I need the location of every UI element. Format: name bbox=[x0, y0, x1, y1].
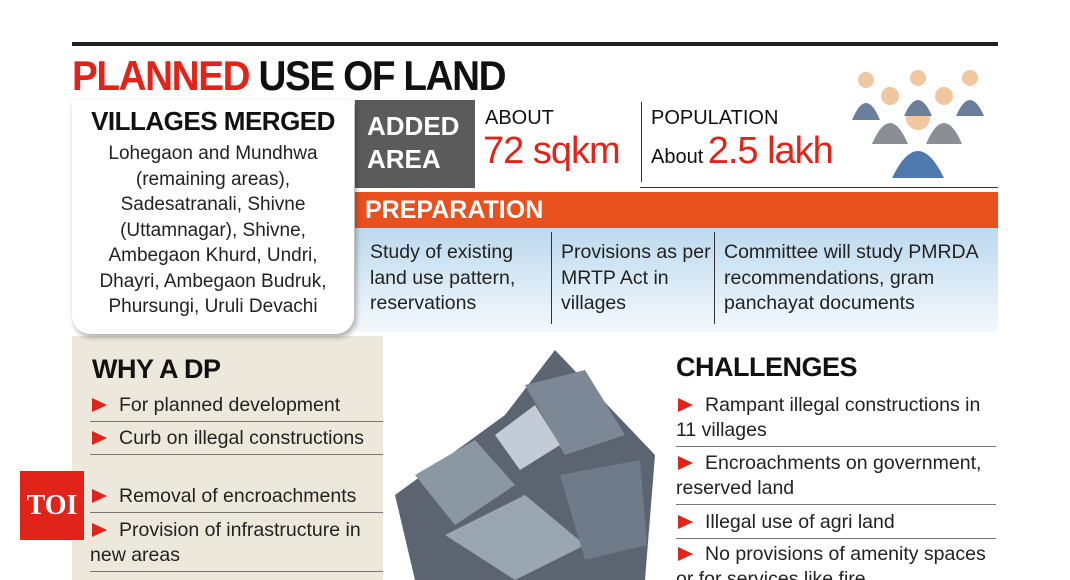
arrow-icon bbox=[92, 431, 107, 445]
item-text: Illegal use of agri land bbox=[705, 511, 895, 533]
logo: TOI bbox=[20, 471, 84, 540]
added-area-label: ADDED AREA bbox=[355, 100, 475, 188]
villages-list: Lohegaon and Mundhwa (remaining areas), Sa… bbox=[72, 141, 354, 320]
list-item: No provisions of amenity spaces or for s… bbox=[676, 542, 996, 580]
buildings-image bbox=[395, 350, 655, 580]
village-line: Phursungi, Uruli Devachi bbox=[108, 296, 318, 317]
divider bbox=[551, 232, 552, 324]
area-value: 72 sqkm bbox=[483, 130, 621, 172]
arrow-icon bbox=[678, 456, 693, 470]
list-item: Removal of encroachments bbox=[90, 484, 383, 513]
arrow-icon bbox=[678, 515, 693, 529]
village-line: Dhayri, Ambegaon Budruk, bbox=[99, 270, 327, 292]
why-title: WHY A DP bbox=[92, 354, 221, 384]
item-text: Provision of infrastructure in new areas bbox=[90, 519, 361, 566]
preparation-column: Study of existing land use pattern, rese… bbox=[370, 241, 516, 314]
arrow-icon bbox=[92, 398, 107, 412]
divider bbox=[641, 102, 642, 182]
villages-box: VILLAGES MERGED Lohegaon and Mundhwa (rem… bbox=[72, 100, 354, 334]
preparation-bar: PREPARATION bbox=[355, 192, 998, 228]
villages-title: VILLAGES MERGED bbox=[91, 106, 335, 136]
arrow-icon bbox=[678, 398, 693, 412]
village-line: (remaining areas), bbox=[135, 168, 291, 190]
rule bbox=[640, 187, 998, 188]
item-text: For planned development bbox=[119, 394, 341, 416]
title: PLANNED USE OF LAND bbox=[72, 52, 507, 100]
item-text: No provisions of amenity spaces or for s… bbox=[676, 543, 986, 580]
village-line: Sadesatranali, Shivne bbox=[120, 194, 306, 215]
arrow-icon bbox=[92, 523, 107, 537]
challenges-panel: CHALLENGES Rampant illegal constructions… bbox=[665, 336, 998, 580]
why-panel: WHY A DP For planned development Curb on … bbox=[72, 336, 383, 580]
village-line: Lohegaon and Mundhwa bbox=[108, 143, 318, 164]
item-text: Encroachments on government, reserved la… bbox=[676, 452, 982, 499]
title-black: USE OF LAND bbox=[258, 52, 506, 99]
challenges-title: CHALLENGES bbox=[676, 352, 858, 382]
village-line: (Uttamnagar), Shivne, bbox=[120, 219, 306, 241]
population-label: POPULATION bbox=[651, 107, 779, 129]
list-item: Provision of infrastructure in new areas bbox=[90, 518, 383, 572]
list-item: Curb on illegal constructions bbox=[90, 426, 383, 455]
title-red: PLANNED bbox=[72, 52, 250, 99]
divider bbox=[714, 232, 715, 324]
list-item: Encroachments on government, reserved la… bbox=[676, 451, 996, 505]
arrow-icon bbox=[92, 489, 107, 503]
top-rule bbox=[72, 42, 998, 46]
preparation-column: Provisions as per MRTP Act in villages bbox=[561, 241, 711, 314]
list-item: Rampant illegal constructions in 11 vill… bbox=[676, 393, 996, 447]
village-line: Ambegaon Khurd, Undri, bbox=[108, 245, 318, 266]
population-about: About bbox=[651, 146, 704, 168]
population-row: About 2.5 lakh bbox=[651, 130, 834, 173]
arrow-icon bbox=[678, 547, 693, 561]
list-item: Illegal use of agri land bbox=[676, 510, 996, 539]
population-value: 2.5 lakh bbox=[707, 130, 834, 172]
preparation-panel bbox=[355, 228, 998, 332]
about-label: ABOUT bbox=[485, 107, 554, 129]
item-text: Curb on illegal constructions bbox=[119, 427, 364, 449]
list-item: For planned development bbox=[90, 393, 383, 422]
preparation-column: Committee will study PMRDA recommendatio… bbox=[724, 241, 978, 314]
item-text: Removal of encroachments bbox=[119, 485, 357, 507]
people-icon bbox=[852, 70, 984, 178]
item-text: Rampant illegal constructions in 11 vill… bbox=[676, 394, 981, 441]
